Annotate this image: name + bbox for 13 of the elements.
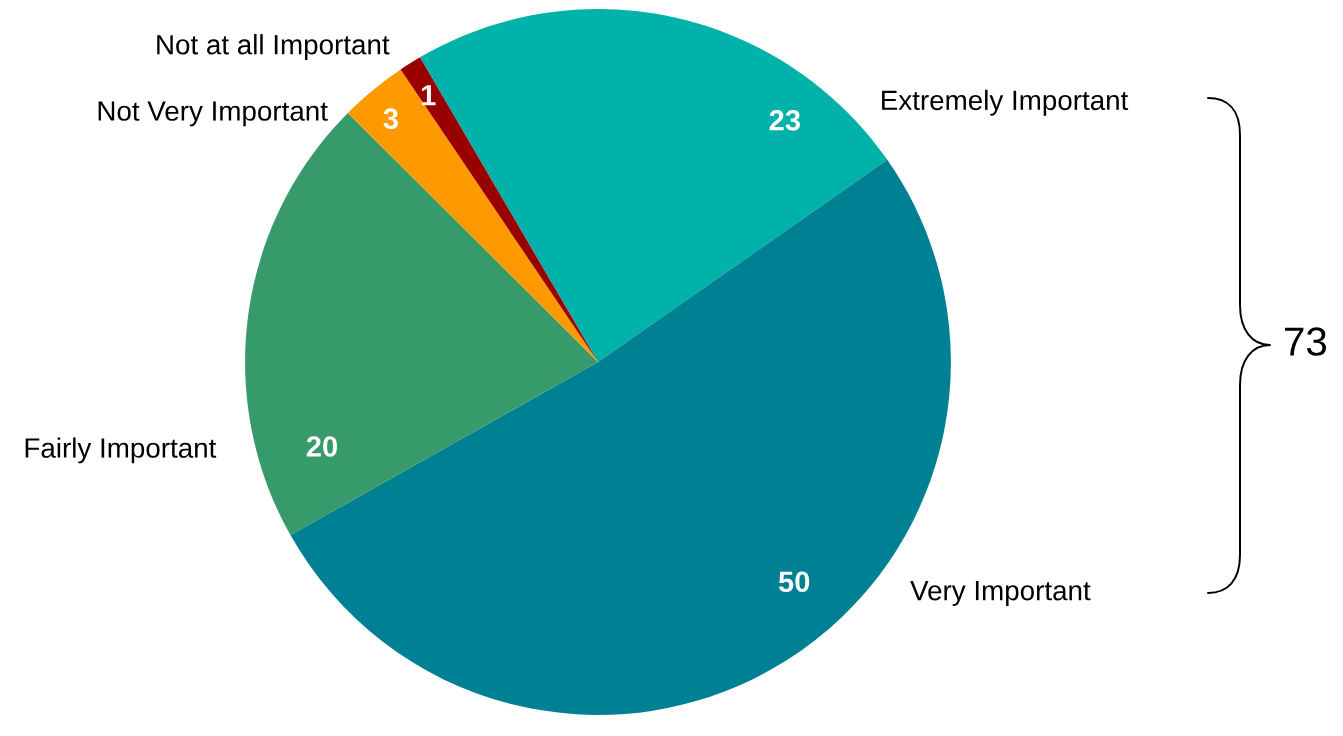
data-label: 3 xyxy=(383,108,398,130)
data-label: 1 xyxy=(421,85,436,106)
pie-slice xyxy=(347,69,598,362)
data-label: 20 xyxy=(306,436,337,457)
pie-slice xyxy=(400,57,598,362)
slice-label: Fairly Important xyxy=(25,437,217,464)
data-label: 50 xyxy=(778,571,810,593)
data-label: 23 xyxy=(769,109,800,131)
slice-label: Very Important xyxy=(910,581,1091,606)
slice-label: Not at all Important xyxy=(157,34,390,60)
slice-label: Extremely Important xyxy=(882,89,1129,116)
slice-label: Not Very Important xyxy=(98,101,328,127)
text: 73 xyxy=(1285,327,1327,356)
